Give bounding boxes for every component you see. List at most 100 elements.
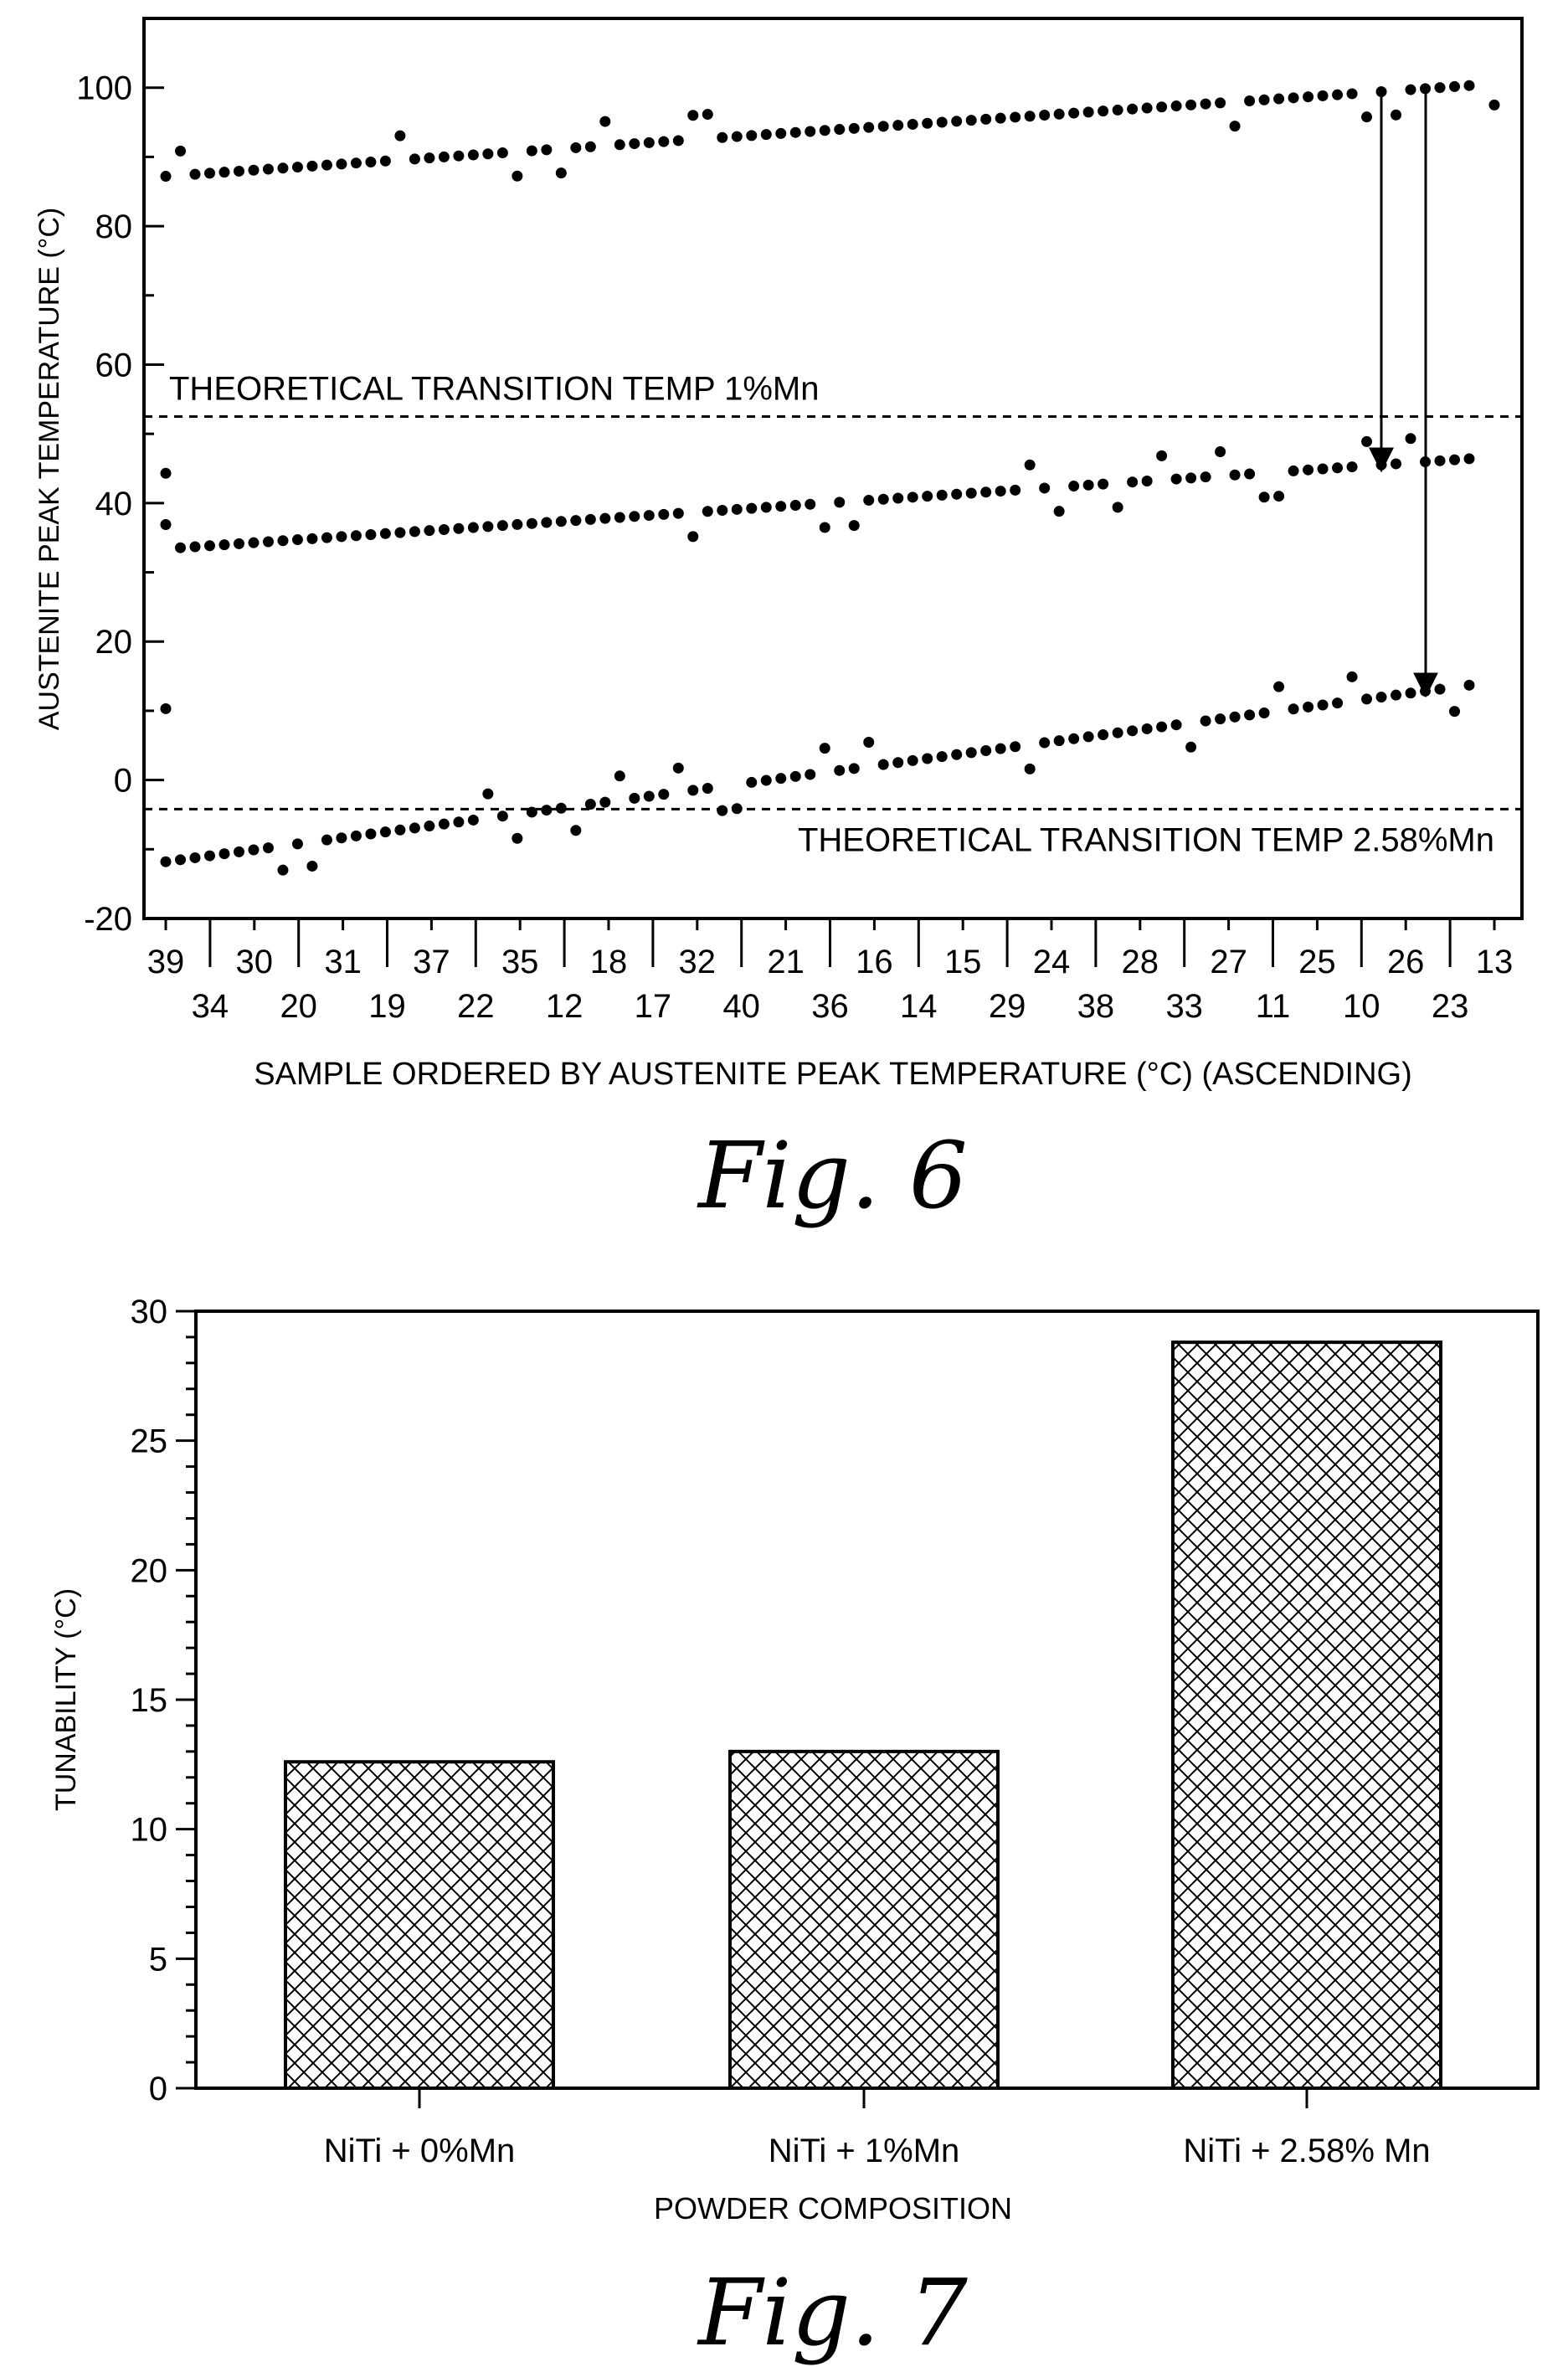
fig6-x-tick-label: 14 [900, 988, 938, 1025]
data-point [1332, 462, 1344, 474]
data-point [1215, 97, 1226, 109]
data-point [203, 540, 215, 552]
data-point [1361, 435, 1373, 447]
data-point [424, 525, 435, 537]
data-point [731, 503, 743, 515]
data-point [658, 136, 670, 147]
data-point [584, 798, 596, 810]
data-point [541, 517, 553, 528]
data-point [789, 770, 801, 782]
data-point [526, 517, 537, 529]
data-point [658, 789, 670, 800]
fig6-y-tick-label: 100 [76, 70, 132, 107]
data-point [1303, 701, 1314, 713]
data-point [321, 159, 332, 171]
data-point [848, 520, 860, 532]
data-point [629, 792, 640, 804]
fig7-x-tick-label: NiTi + 2.58% Mn [1183, 2133, 1430, 2169]
data-point [1229, 711, 1241, 723]
fig6-x-tick-label: 33 [1165, 988, 1203, 1025]
data-point [1039, 737, 1051, 749]
data-point [453, 816, 465, 828]
data-point [1303, 91, 1314, 103]
data-point [394, 130, 406, 142]
data-point [746, 130, 758, 142]
data-point [746, 776, 758, 788]
data-point [1303, 464, 1314, 476]
data-point [1010, 741, 1021, 753]
fig6-y-tick-label: 20 [95, 624, 133, 661]
data-point [907, 754, 918, 766]
data-point [1068, 107, 1080, 119]
data-point [1288, 465, 1299, 476]
data-point [584, 513, 596, 525]
data-point [614, 770, 625, 782]
fig6-x-tick-label: 12 [546, 988, 584, 1025]
data-point [1039, 482, 1051, 494]
data-point [672, 507, 684, 519]
data-point [643, 510, 655, 522]
fig7-y-axis: 0 5 10 15 20 25 30 [131, 1294, 196, 2107]
fig6-y-tick-label: 0 [114, 763, 132, 800]
data-point [541, 144, 553, 156]
data-point [218, 167, 230, 178]
data-point [160, 171, 172, 183]
fig7-x-tick-label: NiTi + 1%Mn [769, 2133, 960, 2169]
fig6-arrows [1369, 87, 1438, 698]
data-point [555, 516, 567, 527]
data-point [218, 848, 230, 860]
fig6-x-tick-label: 31 [324, 944, 362, 980]
fig6-x-tick-label: 18 [590, 944, 628, 980]
data-point [1361, 111, 1373, 123]
fig6-x-tick-label: 10 [1343, 988, 1380, 1025]
data-point [174, 145, 186, 157]
fig6-x-tick-label: 37 [413, 944, 450, 980]
data-point [248, 164, 260, 176]
data-point [863, 737, 875, 749]
data-point [1141, 475, 1153, 486]
fig6-x-tick-label: 35 [501, 944, 539, 980]
data-point [1039, 110, 1051, 121]
data-point [1010, 111, 1021, 123]
data-point [1488, 99, 1500, 111]
data-point [1024, 111, 1036, 122]
data-point [1112, 727, 1123, 738]
data-point [1405, 433, 1416, 445]
data-point [965, 115, 977, 126]
data-point [1463, 80, 1475, 91]
data-point [614, 512, 625, 523]
fig6-x-tick-label: 38 [1077, 988, 1115, 1025]
data-point [965, 747, 977, 759]
data-point [980, 745, 992, 757]
data-point [1200, 715, 1211, 727]
fig6-x-tick-label: 21 [767, 944, 805, 980]
fig6-x-tick-label: 39 [147, 944, 185, 980]
data-point [1185, 741, 1197, 753]
data-point [629, 511, 640, 522]
data-point [541, 805, 553, 816]
data-point [892, 492, 904, 504]
data-point [1127, 476, 1139, 488]
data-point [834, 124, 846, 136]
data-point [496, 810, 508, 822]
data-point [1405, 84, 1416, 95]
data-point [365, 529, 377, 541]
data-point [789, 126, 801, 138]
fig7-y-tick-label: 10 [131, 1812, 168, 1849]
data-point [336, 158, 347, 170]
data-point [482, 521, 494, 533]
fig6-y-tick-label: -20 [84, 901, 132, 938]
data-point [262, 163, 274, 175]
data-point [951, 488, 963, 500]
data-point [1185, 472, 1197, 484]
data-point [892, 120, 904, 131]
fig6-chart: -20 0 20 40 60 80 100 AUSTENITE PEAK TEMPERATU… [33, 17, 1524, 1092]
data-point [160, 702, 172, 714]
fig7-y-tick-label: 5 [149, 1941, 167, 1978]
fig6-x-tick-label: 36 [811, 988, 849, 1025]
fig6-x-tick-label: 32 [679, 944, 717, 980]
fig6-x-tick-label: 40 [722, 988, 760, 1025]
data-point [980, 113, 992, 125]
data-point [775, 127, 787, 139]
